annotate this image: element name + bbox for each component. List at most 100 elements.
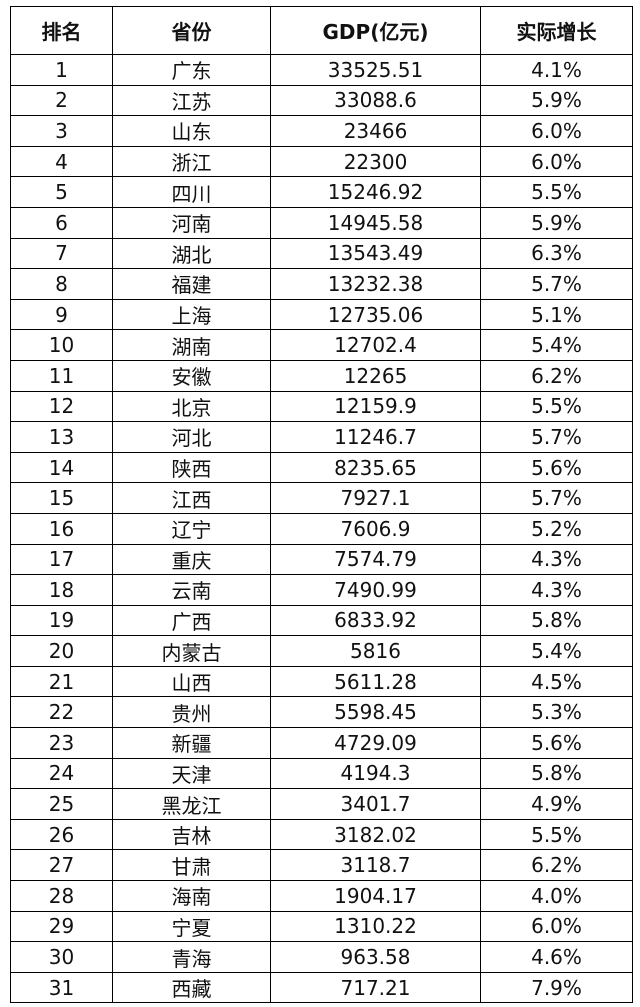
growth-cell: 6.0% xyxy=(480,910,633,943)
rank-cell: 22 xyxy=(10,696,113,729)
growth-cell: 4.9% xyxy=(480,788,633,820)
growth-cell: 4.5% xyxy=(480,665,633,698)
growth-cell: 5.7% xyxy=(480,421,633,453)
gdp-cell: 8235.65 xyxy=(270,451,481,484)
table-row: 1 广东 33525.51 4.1% xyxy=(10,54,633,86)
growth-cell: 4.0% xyxy=(480,880,633,912)
province-cell: 黑龙江 xyxy=(112,788,271,820)
province-cell: 甘肃 xyxy=(112,849,271,882)
growth-cell: 5.4% xyxy=(480,329,633,361)
rank-cell: 17 xyxy=(10,543,113,576)
rank-cell: 21 xyxy=(10,665,113,698)
province-cell: 四川 xyxy=(112,176,271,208)
growth-cell: 6.2% xyxy=(480,359,633,392)
growth-cell: 5.1% xyxy=(480,298,633,331)
rank-cell: 25 xyxy=(10,788,113,820)
province-cell: 湖北 xyxy=(112,237,271,270)
province-cell: 福建 xyxy=(112,268,271,300)
table-row: 31 西藏 717.21 7.9% xyxy=(10,971,633,1004)
rank-cell: 27 xyxy=(10,849,113,882)
gdp-cell: 12265 xyxy=(270,359,481,392)
province-cell: 河北 xyxy=(112,421,271,453)
table-row: 11 安徽 12265 6.2% xyxy=(10,359,633,392)
rank-cell: 26 xyxy=(10,818,113,851)
province-cell: 青海 xyxy=(112,941,271,973)
gdp-cell: 3401.7 xyxy=(270,788,481,820)
gdp-cell: 15246.92 xyxy=(270,176,481,208)
table-row: 10 湖南 12702.4 5.4% xyxy=(10,329,633,361)
rank-cell: 5 xyxy=(10,176,113,208)
gdp-cell: 6833.92 xyxy=(270,604,481,637)
province-cell: 陕西 xyxy=(112,451,271,484)
province-cell: 上海 xyxy=(112,298,271,331)
table-row: 29 宁夏 1310.22 6.0% xyxy=(10,910,633,943)
table-body: 1 广东 33525.51 4.1% 2 江苏 33088.6 5.9% 3 山东 23466 6.0… xyxy=(10,54,633,1004)
rank-cell: 4 xyxy=(10,145,113,178)
growth-cell: 5.8% xyxy=(480,604,633,637)
table-row: 25 黑龙江 3401.7 4.9% xyxy=(10,788,633,820)
rank-cell: 11 xyxy=(10,359,113,392)
growth-cell: 5.9% xyxy=(480,206,633,239)
table-row: 28 海南 1904.17 4.0% xyxy=(10,880,633,912)
table-row: 27 甘肃 3118.7 6.2% xyxy=(10,849,633,882)
gdp-cell: 3182.02 xyxy=(270,818,481,851)
growth-cell: 6.3% xyxy=(480,237,633,270)
gdp-cell: 12702.4 xyxy=(270,329,481,361)
gdp-cell: 5598.45 xyxy=(270,696,481,729)
rank-cell: 3 xyxy=(10,115,113,147)
growth-cell: 5.9% xyxy=(480,84,633,117)
rank-cell: 31 xyxy=(10,971,113,1004)
rank-cell: 8 xyxy=(10,268,113,300)
table-row: 20 内蒙古 5816 5.4% xyxy=(10,635,633,667)
province-cell: 山东 xyxy=(112,115,271,147)
gdp-cell: 4729.09 xyxy=(270,727,481,759)
growth-cell: 5.7% xyxy=(480,482,633,514)
province-cell: 北京 xyxy=(112,390,271,423)
province-cell: 江西 xyxy=(112,482,271,514)
table-row: 30 青海 963.58 4.6% xyxy=(10,941,633,973)
province-cell: 宁夏 xyxy=(112,910,271,943)
gdp-cell: 13232.38 xyxy=(270,268,481,300)
rank-cell: 20 xyxy=(10,635,113,667)
province-cell: 河南 xyxy=(112,206,271,239)
province-cell: 贵州 xyxy=(112,696,271,729)
province-cell: 浙江 xyxy=(112,145,271,178)
gdp-cell: 33088.6 xyxy=(270,84,481,117)
rank-cell: 19 xyxy=(10,604,113,637)
growth-cell: 5.4% xyxy=(480,635,633,667)
growth-cell: 6.0% xyxy=(480,115,633,147)
province-cell: 天津 xyxy=(112,757,271,790)
gdp-cell: 7574.79 xyxy=(270,543,481,576)
growth-cell: 5.2% xyxy=(480,512,633,545)
table-row: 15 江西 7927.1 5.7% xyxy=(10,482,633,514)
gdp-cell: 1904.17 xyxy=(270,880,481,912)
rank-cell: 24 xyxy=(10,757,113,790)
gdp-cell: 5611.28 xyxy=(270,665,481,698)
gdp-cell: 1310.22 xyxy=(270,910,481,943)
growth-cell: 5.3% xyxy=(480,696,633,729)
rank-cell: 18 xyxy=(10,574,113,606)
table-row: 16 辽宁 7606.9 5.2% xyxy=(10,512,633,545)
province-cell: 重庆 xyxy=(112,543,271,576)
growth-cell: 5.6% xyxy=(480,727,633,759)
gdp-table: 排名 省份 GDP(亿元) 实际增长 1 广东 33525.51 4.1% 2 江苏 33088.… xyxy=(10,6,633,1004)
header-row: 排名 省份 GDP(亿元) 实际增长 xyxy=(10,6,633,55)
table-row: 17 重庆 7574.79 4.3% xyxy=(10,543,633,576)
gdp-cell: 23466 xyxy=(270,115,481,147)
growth-cell: 7.9% xyxy=(480,971,633,1004)
gdp-cell: 717.21 xyxy=(270,971,481,1004)
table-row: 9 上海 12735.06 5.1% xyxy=(10,298,633,331)
header-cell: 排名 xyxy=(10,6,113,55)
growth-cell: 5.5% xyxy=(480,390,633,423)
province-cell: 西藏 xyxy=(112,971,271,1004)
rank-cell: 16 xyxy=(10,512,113,545)
gdp-cell: 7927.1 xyxy=(270,482,481,514)
gdp-cell: 5816 xyxy=(270,635,481,667)
table-row: 18 云南 7490.99 4.3% xyxy=(10,574,633,606)
gdp-cell: 7606.9 xyxy=(270,512,481,545)
rank-cell: 15 xyxy=(10,482,113,514)
province-cell: 江苏 xyxy=(112,84,271,117)
growth-cell: 6.0% xyxy=(480,145,633,178)
rank-cell: 7 xyxy=(10,237,113,270)
